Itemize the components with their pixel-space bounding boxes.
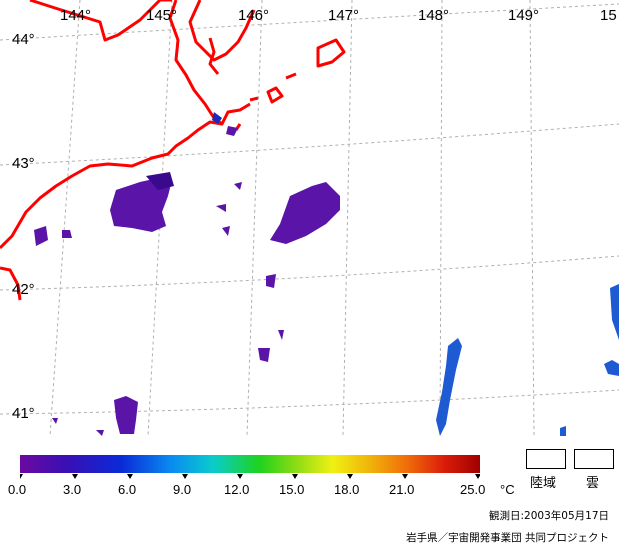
sst-patch xyxy=(560,426,566,436)
sst-patch xyxy=(212,112,222,124)
observation-date: 観測日:2003年05月17日 xyxy=(489,510,609,522)
sst-patches xyxy=(34,112,619,436)
longitude-label: 145° xyxy=(146,7,177,24)
scale-tick-label: 18.0 xyxy=(334,482,360,497)
cloud-label: 雲 xyxy=(586,476,600,491)
sst-patch xyxy=(110,178,172,232)
sst-patch xyxy=(146,172,174,190)
longitude-label: 144° xyxy=(60,7,91,24)
land-swatch xyxy=(526,449,566,469)
sst-patch xyxy=(96,430,104,436)
scale-tick-label: 9.0 xyxy=(173,482,192,497)
longitude-label: 15 xyxy=(600,7,617,24)
scale-tick-label: 0.0 xyxy=(8,482,27,497)
sst-patch xyxy=(216,204,226,212)
sst-patch xyxy=(234,182,242,190)
sst-patch xyxy=(52,418,58,424)
latitude-label: 42° xyxy=(12,281,35,298)
sst-patch xyxy=(34,226,48,246)
latitude-label: 43° xyxy=(12,155,35,172)
scale-tick-label: 6.0 xyxy=(118,482,137,497)
sst-patch xyxy=(114,396,138,434)
scale-tick-label: 12.0 xyxy=(224,482,250,497)
sst-patch xyxy=(62,230,72,238)
scale-tick-label: 15.0 xyxy=(279,482,305,497)
sst-patch xyxy=(222,226,230,236)
coastline xyxy=(0,0,346,301)
land-label: 陸域 xyxy=(530,476,557,491)
sst-patch xyxy=(226,126,238,136)
sst-map: 144° 145° 146° 147° 148° 149° 15 44° 43°… xyxy=(0,0,619,436)
sst-patch xyxy=(258,348,270,362)
sst-patch xyxy=(604,360,619,376)
longitude-label: 146° xyxy=(238,7,269,24)
latitude-label: 41° xyxy=(12,405,35,422)
longitude-label: 147° xyxy=(328,7,359,24)
scale-unit: °C xyxy=(500,482,515,497)
sst-patch xyxy=(436,338,462,436)
longitude-label: 149° xyxy=(508,7,539,24)
sst-patch xyxy=(266,274,276,288)
scale-tick-label: 21.0 xyxy=(389,482,415,497)
latitude-labels: 44° 43° 42° 41° xyxy=(12,31,35,422)
sst-patch xyxy=(610,284,619,340)
credit-text: 岩手県／宇宙開発事業団 共同プロジェクト xyxy=(406,532,609,544)
sst-patch xyxy=(270,182,340,244)
color-scale-bar xyxy=(20,455,480,479)
cloud-swatch xyxy=(574,449,614,469)
sst-patch xyxy=(278,330,284,340)
latitude-label: 44° xyxy=(12,31,35,48)
scale-tick-label: 25.0 xyxy=(460,482,486,497)
longitude-label: 148° xyxy=(418,7,449,24)
longitude-labels: 144° 145° 146° 147° 148° 149° 15 xyxy=(60,7,617,24)
scale-tick-label: 3.0 xyxy=(63,482,82,497)
